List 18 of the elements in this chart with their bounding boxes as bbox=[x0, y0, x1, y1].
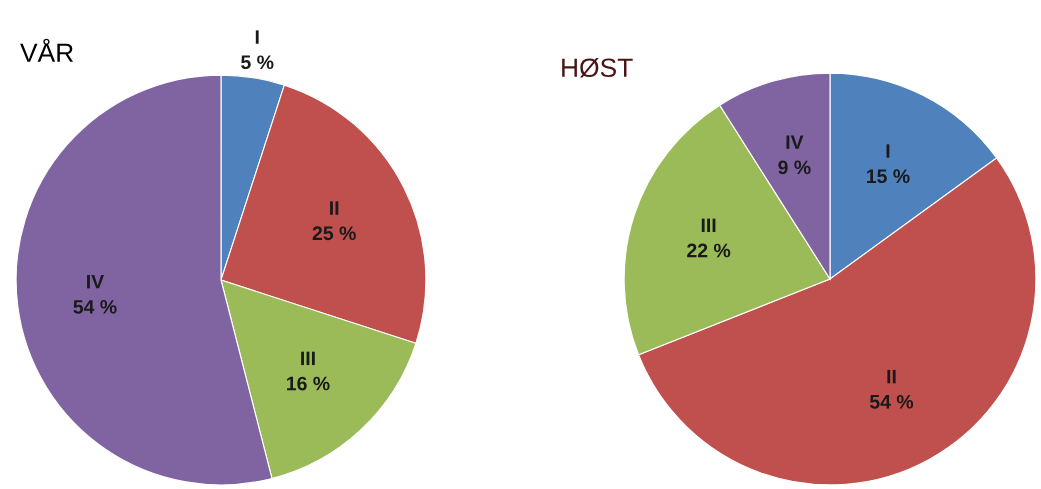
data-label: 5 % bbox=[241, 55, 274, 70]
data-label: 9 % bbox=[778, 160, 811, 175]
data-label: 16 % bbox=[287, 376, 330, 391]
slice-label: II bbox=[330, 201, 339, 215]
data-label: 22 % bbox=[687, 243, 731, 258]
chart-title: HØST bbox=[562, 57, 633, 78]
slice-label: III bbox=[301, 351, 315, 366]
data-label: 54 % bbox=[73, 300, 117, 314]
slice-label: IV bbox=[786, 135, 804, 149]
chart-title: VÅR bbox=[20, 38, 74, 62]
slice-label: II bbox=[887, 369, 896, 384]
slice-label: I bbox=[886, 144, 890, 158]
slice-label: IV bbox=[87, 274, 105, 289]
slice-label: I bbox=[255, 30, 259, 44]
data-label: 25 % bbox=[312, 226, 356, 241]
data-label: 54 % bbox=[869, 394, 914, 409]
data-label: 15 % bbox=[867, 169, 910, 184]
slice-label: III bbox=[701, 218, 716, 232]
